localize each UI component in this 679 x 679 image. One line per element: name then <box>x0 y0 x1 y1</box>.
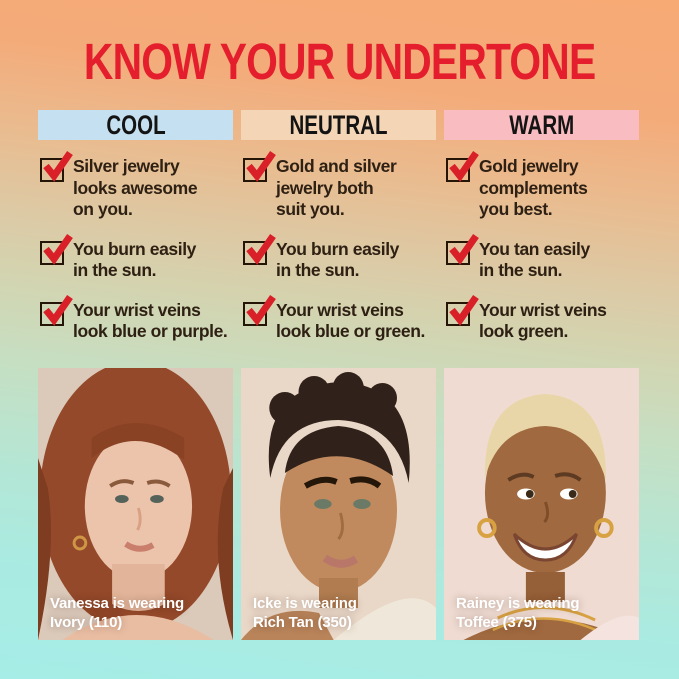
warm-header-bar: WARM <box>444 110 639 140</box>
warm-header-label: WARM <box>509 109 574 140</box>
checklist-item: You burn easily in the sun. <box>243 233 436 282</box>
neutral-checklist: Gold and silver jewelry both suit you. Y… <box>241 140 436 343</box>
checklist-item-text: Gold jewelry complements you best. <box>479 156 588 219</box>
photo-caption-icke: Icke is wearing Rich Tan (350) <box>253 595 357 631</box>
undertone-columns: COOL Silver jewelry looks awesome on you… <box>38 110 639 343</box>
checklist-item: Silver jewelry looks awesome on you. <box>40 151 233 221</box>
neutral-header-label: NEUTRAL <box>289 109 388 140</box>
checklist-item: You tan easily in the sun. <box>446 233 639 282</box>
checked-checkbox-icon <box>446 233 479 265</box>
checklist-item-text: Silver jewelry looks awesome on you. <box>73 156 198 219</box>
photo-caption-rainey: Rainey is wearing Toffee (375) <box>456 595 580 631</box>
photo-vanessa: Vanessa is wearing Ivory (110) <box>38 368 233 640</box>
cool-header-label: COOL <box>105 109 166 140</box>
checklist-item: Your wrist veins look green. <box>446 294 639 343</box>
checklist-item-text: You burn easily in the sun. <box>73 238 197 281</box>
model-photos-row: Vanessa is wearing Ivory (110) <box>38 368 639 640</box>
column-neutral: NEUTRAL Gold and silver jewelry both sui… <box>241 110 436 343</box>
checklist-item-text: Your wrist veins look blue or purple. <box>73 299 228 342</box>
checked-checkbox-icon <box>40 294 73 326</box>
warm-checklist: Gold jewelry complements you best. You t… <box>444 140 639 343</box>
checklist-item: Your wrist veins look blue or purple. <box>40 294 233 343</box>
checked-checkbox-icon <box>243 151 276 182</box>
neutral-header-bar: NEUTRAL <box>241 110 436 140</box>
checked-checkbox-icon <box>446 294 479 326</box>
checked-checkbox-icon <box>40 233 73 265</box>
page-title-wrap: KNOW YOUR UNDERTONE <box>0 32 679 91</box>
photo-caption-vanessa: Vanessa is wearing Ivory (110) <box>50 595 184 631</box>
checklist-item-text: You burn easily in the sun. <box>276 238 400 281</box>
checklist-item-text: Gold and silver jewelry both suit you. <box>276 156 397 219</box>
cool-header-bar: COOL <box>38 110 233 140</box>
cool-checklist: Silver jewelry looks awesome on you. You… <box>38 140 233 343</box>
portrait-illustration-icke <box>241 368 436 640</box>
checklist-item-text: Your wrist veins look blue or green. <box>276 299 425 342</box>
checked-checkbox-icon <box>40 151 73 182</box>
page-title: KNOW YOUR UNDERTONE <box>83 33 596 90</box>
column-warm: WARM Gold jewelry complements you best. … <box>444 110 639 343</box>
checked-checkbox-icon <box>446 151 479 182</box>
checklist-item-text: Your wrist veins look green. <box>479 299 607 342</box>
checklist-item: You burn easily in the sun. <box>40 233 233 282</box>
checklist-item: Gold and silver jewelry both suit you. <box>243 151 436 221</box>
column-cool: COOL Silver jewelry looks awesome on you… <box>38 110 233 343</box>
checklist-item: Gold jewelry complements you best. <box>446 151 639 221</box>
portrait-illustration-vanessa <box>38 368 233 640</box>
checklist-item-text: You tan easily in the sun. <box>479 238 590 281</box>
checked-checkbox-icon <box>243 294 276 326</box>
checked-checkbox-icon <box>243 233 276 265</box>
portrait-illustration-rainey <box>444 368 639 640</box>
photo-icke: Icke is wearing Rich Tan (350) <box>241 368 436 640</box>
checklist-item: Your wrist veins look blue or green. <box>243 294 436 343</box>
photo-rainey: Rainey is wearing Toffee (375) <box>444 368 639 640</box>
